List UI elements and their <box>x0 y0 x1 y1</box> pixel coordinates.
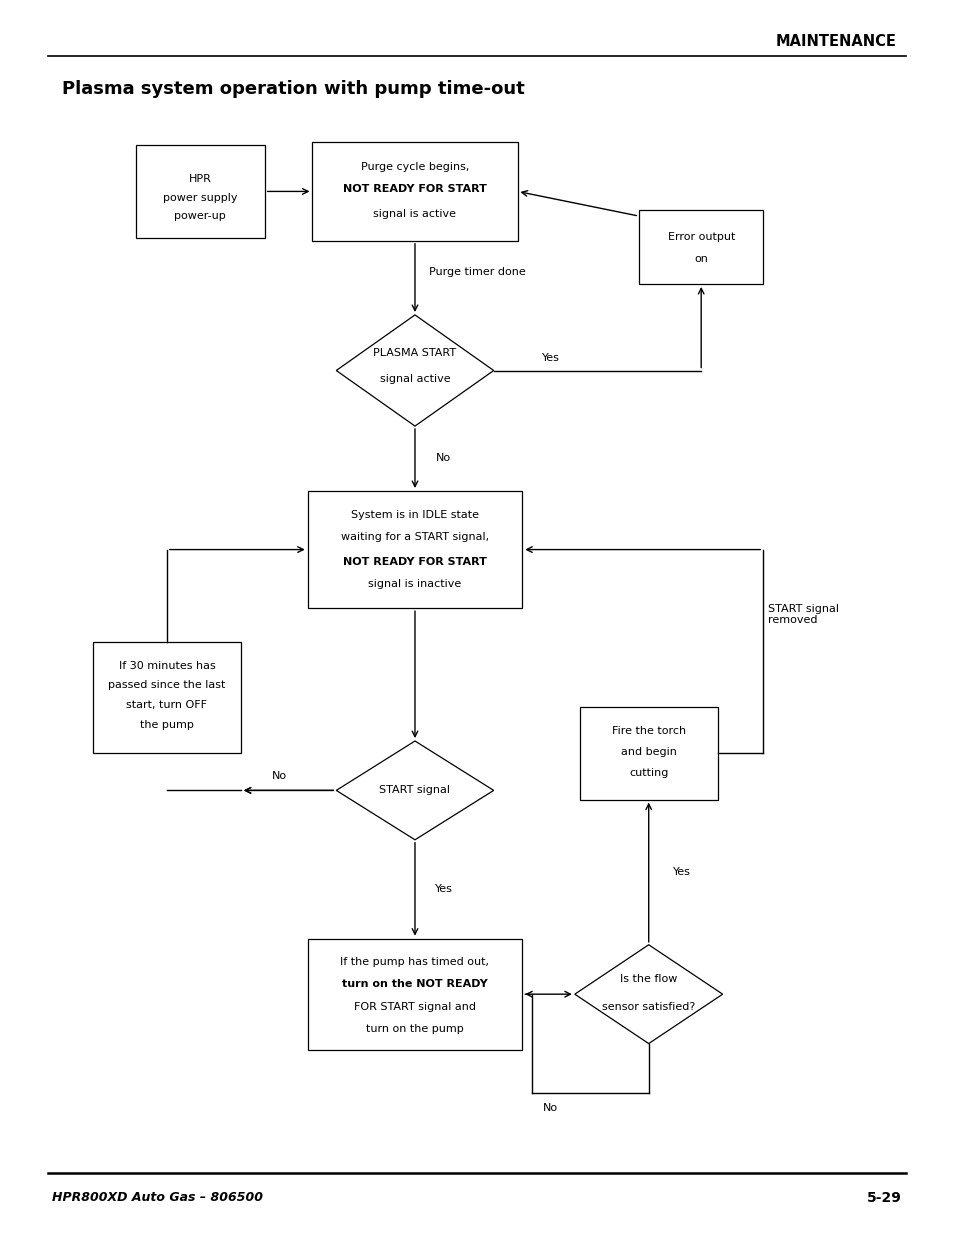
Text: power-up: power-up <box>174 211 226 221</box>
FancyBboxPatch shape <box>578 706 718 800</box>
FancyBboxPatch shape <box>639 210 762 284</box>
Text: power supply: power supply <box>163 193 237 203</box>
Text: Fire the torch: Fire the torch <box>611 726 685 736</box>
Polygon shape <box>335 315 493 426</box>
Text: signal is active: signal is active <box>373 209 456 219</box>
Text: MAINTENANCE: MAINTENANCE <box>775 35 896 49</box>
Text: Error output: Error output <box>667 232 734 242</box>
Text: HPR: HPR <box>189 174 212 184</box>
Text: If 30 minutes has: If 30 minutes has <box>118 661 215 671</box>
Text: Is the flow: Is the flow <box>619 974 677 984</box>
Text: START signal: START signal <box>379 785 450 795</box>
Text: START signal
removed: START signal removed <box>767 604 838 625</box>
Text: Purge timer done: Purge timer done <box>428 267 525 277</box>
Text: 5-29: 5-29 <box>865 1191 901 1205</box>
Text: passed since the last: passed since the last <box>108 680 226 690</box>
Text: System is in IDLE state: System is in IDLE state <box>351 510 478 520</box>
FancyBboxPatch shape <box>307 939 522 1050</box>
Text: Yes: Yes <box>541 353 559 363</box>
Text: No: No <box>543 1103 558 1113</box>
Text: Plasma system operation with pump time-out: Plasma system operation with pump time-o… <box>62 80 524 98</box>
Text: HPR800XD Auto Gas – 806500: HPR800XD Auto Gas – 806500 <box>52 1192 263 1204</box>
Text: Purge cycle begins,: Purge cycle begins, <box>360 162 469 172</box>
Text: Yes: Yes <box>673 867 690 877</box>
Text: signal active: signal active <box>379 374 450 384</box>
Text: Yes: Yes <box>435 884 452 894</box>
Text: No: No <box>436 453 451 463</box>
Polygon shape <box>574 945 722 1044</box>
Text: If the pump has timed out,: If the pump has timed out, <box>340 957 489 967</box>
Text: signal is inactive: signal is inactive <box>368 579 461 589</box>
Text: NOT READY FOR START: NOT READY FOR START <box>343 184 486 194</box>
Text: cutting: cutting <box>628 768 668 778</box>
FancyBboxPatch shape <box>135 146 264 237</box>
Polygon shape <box>335 741 493 840</box>
Text: waiting for a START signal,: waiting for a START signal, <box>340 532 489 542</box>
FancyBboxPatch shape <box>313 142 517 241</box>
Text: NOT READY FOR START: NOT READY FOR START <box>343 557 486 567</box>
Text: sensor satisfied?: sensor satisfied? <box>601 1002 695 1011</box>
Text: and begin: and begin <box>620 747 676 757</box>
Text: turn on the NOT READY: turn on the NOT READY <box>342 979 487 989</box>
Text: the pump: the pump <box>140 720 193 730</box>
Text: FOR START signal and: FOR START signal and <box>354 1002 476 1011</box>
FancyBboxPatch shape <box>92 642 240 753</box>
Text: turn on the pump: turn on the pump <box>366 1024 463 1034</box>
Text: start, turn OFF: start, turn OFF <box>127 700 207 710</box>
Text: on: on <box>694 254 707 264</box>
FancyBboxPatch shape <box>307 490 522 608</box>
Text: PLASMA START: PLASMA START <box>373 348 456 358</box>
Text: No: No <box>272 771 286 781</box>
